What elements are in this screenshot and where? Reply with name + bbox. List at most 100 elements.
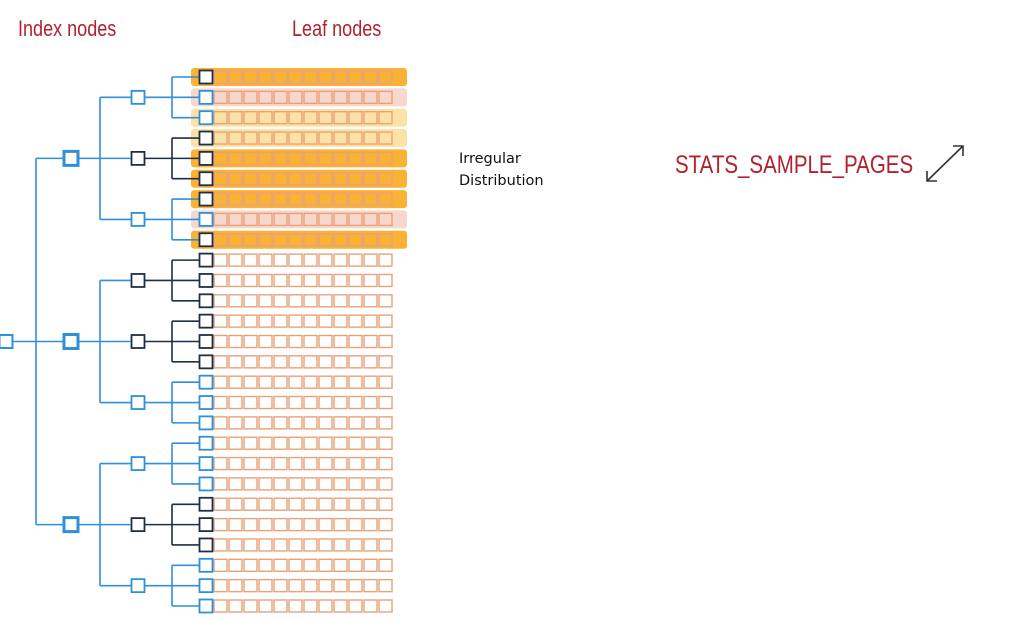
leaf-cell — [363, 192, 378, 206]
leaf-cell — [273, 151, 288, 166]
leaf-cell — [258, 273, 273, 288]
leaf-cell — [228, 90, 243, 105]
leaf-cell — [273, 273, 288, 288]
leaf-node — [198, 578, 214, 594]
leaf-cell — [273, 90, 288, 105]
leaf-cell — [378, 375, 393, 389]
leaf-cell — [228, 334, 243, 349]
leaf-cell — [243, 416, 258, 430]
leaf-cell — [333, 355, 348, 369]
leaf-cell — [378, 416, 393, 430]
leaf-cell — [348, 151, 363, 166]
leaf-cell — [273, 375, 288, 389]
leaf-cell — [273, 253, 288, 267]
leaf-node — [198, 313, 214, 329]
leaf-cell — [303, 375, 318, 389]
leaf-cell — [243, 233, 258, 247]
leaf-cell — [258, 456, 273, 471]
leaf-cell — [348, 456, 363, 471]
leaf-cell — [228, 477, 243, 491]
leaf-cell — [363, 90, 378, 105]
leaf-cell — [243, 538, 258, 552]
level1-node — [62, 516, 80, 534]
leaf-cell — [303, 253, 318, 267]
leaf-cell — [273, 172, 288, 186]
leaf-cell — [228, 497, 243, 511]
leaf-cell — [228, 436, 243, 450]
leaf-cell — [348, 416, 363, 430]
leaf-cell — [273, 517, 288, 532]
leaf-cell — [258, 151, 273, 166]
leaf-cell — [258, 436, 273, 450]
leaf-cell — [288, 212, 303, 227]
leaf-cell — [303, 436, 318, 450]
leaf-node — [198, 89, 214, 105]
leaf-cell — [378, 192, 393, 206]
leaf-cell — [363, 212, 378, 227]
leaf-node — [198, 252, 214, 268]
leaf-cell — [348, 355, 363, 369]
leaf-cell — [333, 131, 348, 145]
leaf-cell — [303, 70, 318, 84]
leaf-cell — [348, 375, 363, 389]
leaf-cell — [303, 233, 318, 247]
leaf-cell — [378, 477, 393, 491]
leaf-cell — [228, 151, 243, 166]
level2-node — [130, 456, 146, 471]
level2-node — [130, 395, 146, 410]
leaf-cell — [273, 334, 288, 349]
leaf-cell — [333, 416, 348, 430]
leaf-cell — [228, 456, 243, 471]
leaf-cell — [378, 253, 393, 267]
leaf-cell — [363, 314, 378, 328]
leaf-cell — [363, 334, 378, 349]
leaf-cell — [333, 294, 348, 308]
leaf-cell — [348, 212, 363, 227]
leaf-cell — [333, 599, 348, 613]
leaf-cell — [303, 172, 318, 186]
leaf-cell — [333, 192, 348, 206]
leaf-cell — [288, 517, 303, 532]
leaf-node — [198, 334, 214, 349]
leaf-cell — [318, 355, 333, 369]
leaf-cell — [258, 314, 273, 328]
leaf-cell — [258, 599, 273, 613]
leaf-cell — [318, 110, 333, 125]
leaf-cell — [318, 90, 333, 105]
leaf-cell — [303, 90, 318, 105]
leaf-highlight — [191, 190, 407, 209]
leaf-cell — [228, 355, 243, 369]
leaf-cell — [318, 172, 333, 186]
leaf-cell — [213, 456, 228, 471]
leaf-cell — [273, 192, 288, 206]
leaf-highlight — [191, 108, 407, 127]
leaf-cell — [258, 294, 273, 308]
leaf-cell — [318, 233, 333, 247]
leaf-cell — [348, 477, 363, 491]
leaf-cell — [258, 477, 273, 491]
leaf-cell — [228, 416, 243, 430]
leaf-cell — [333, 395, 348, 410]
leaf-cell — [378, 233, 393, 247]
leaf-cell — [273, 70, 288, 84]
leaf-cell — [288, 578, 303, 593]
leaf-cell — [333, 253, 348, 267]
leaf-cell — [288, 456, 303, 471]
level2-node — [130, 334, 146, 349]
leaf-cell — [258, 395, 273, 410]
leaf-cell — [288, 294, 303, 308]
leaf-node — [198, 476, 214, 492]
leaf-cell — [288, 273, 303, 288]
leaf-cell — [363, 233, 378, 247]
leaf-node — [198, 293, 214, 309]
leaf-cell — [258, 172, 273, 186]
leaf-cell — [348, 436, 363, 450]
leaf-cell — [318, 436, 333, 450]
leaf-cell — [228, 172, 243, 186]
leaf-cell — [363, 456, 378, 471]
leaf-cell — [333, 436, 348, 450]
leaf-node — [198, 395, 214, 410]
leaf-cell — [228, 131, 243, 145]
leaf-cell — [243, 253, 258, 267]
leaf-cell — [378, 599, 393, 613]
